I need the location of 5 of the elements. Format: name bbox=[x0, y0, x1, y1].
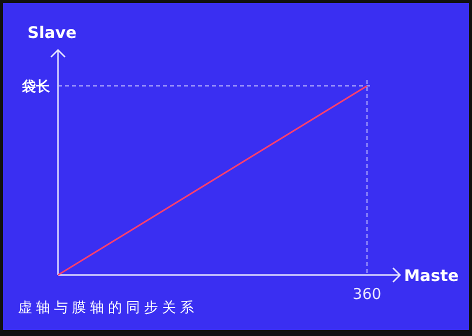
y-axis-title: Slave bbox=[27, 23, 77, 42]
ref-line-label: 袋长 bbox=[21, 78, 51, 95]
text: 360 bbox=[352, 285, 382, 303]
text: 虚轴与膜轴的同步关系 bbox=[18, 300, 198, 316]
x-axis-title: Maste bbox=[404, 266, 459, 285]
